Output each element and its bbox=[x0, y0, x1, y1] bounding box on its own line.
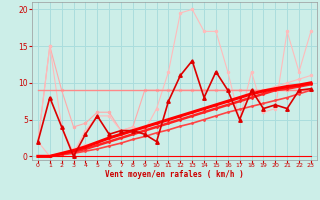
X-axis label: Vent moyen/en rafales ( km/h ): Vent moyen/en rafales ( km/h ) bbox=[105, 170, 244, 179]
